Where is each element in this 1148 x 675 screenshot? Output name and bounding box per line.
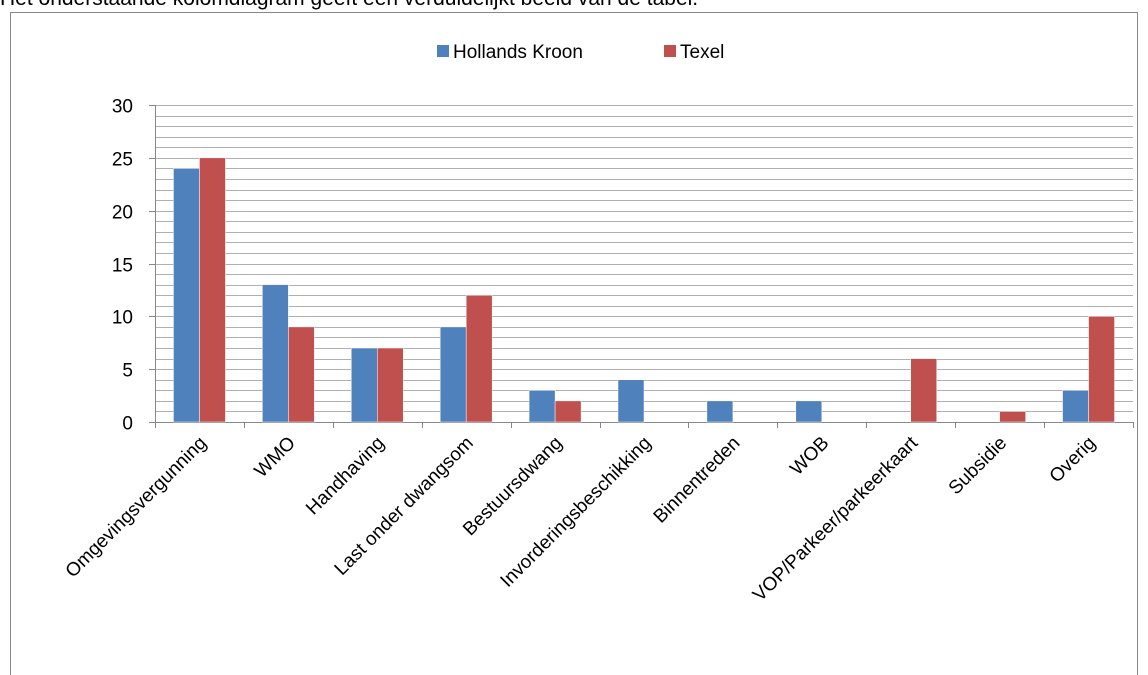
y-tick-label: 20 bbox=[112, 203, 133, 224]
y-tick-label: 30 bbox=[112, 97, 133, 118]
bar bbox=[351, 347, 378, 423]
bar bbox=[528, 390, 556, 423]
bar bbox=[1062, 390, 1089, 423]
bar bbox=[910, 358, 937, 423]
x-tick-label: WMO bbox=[251, 433, 300, 482]
bar bbox=[617, 379, 645, 423]
intro-text: Het onderstaande kolomdiagram geeft een … bbox=[0, 0, 698, 10]
y-tick-label: 25 bbox=[112, 150, 133, 171]
bar bbox=[465, 294, 493, 423]
bar bbox=[377, 347, 404, 423]
x-tick-label: Handhaving bbox=[302, 433, 389, 520]
legend-label: Texel bbox=[680, 42, 724, 63]
bar bbox=[554, 400, 582, 423]
bar bbox=[706, 400, 734, 423]
bar bbox=[439, 326, 467, 423]
y-tick-label: 5 bbox=[122, 361, 133, 382]
y-tick-label: 10 bbox=[112, 308, 133, 329]
x-tick-label: Omgevingsvergunning bbox=[62, 433, 211, 582]
legend-swatch bbox=[664, 45, 676, 57]
x-tick-label: VOP/Parkeer/parkeerkaart bbox=[749, 432, 923, 606]
y-tick-label: 0 bbox=[122, 414, 133, 435]
x-tick-label: Binnentreden bbox=[650, 433, 745, 528]
bar bbox=[173, 168, 200, 423]
x-tick-label: Invorderingsbeschikking bbox=[497, 433, 656, 592]
x-tick-label: Subsidie bbox=[945, 433, 1011, 499]
legend-label: Hollands Kroon bbox=[453, 42, 583, 63]
bar bbox=[999, 411, 1026, 423]
bar bbox=[199, 157, 226, 423]
bar bbox=[262, 284, 289, 423]
bar bbox=[795, 400, 823, 423]
bar bbox=[288, 326, 315, 423]
x-tick-label: WOB bbox=[786, 433, 833, 480]
chart-frame bbox=[10, 12, 1138, 675]
legend-swatch bbox=[437, 45, 449, 57]
x-tick-label: Overig bbox=[1046, 433, 1100, 487]
y-tick-label: 15 bbox=[112, 256, 133, 277]
bar bbox=[1088, 316, 1115, 423]
